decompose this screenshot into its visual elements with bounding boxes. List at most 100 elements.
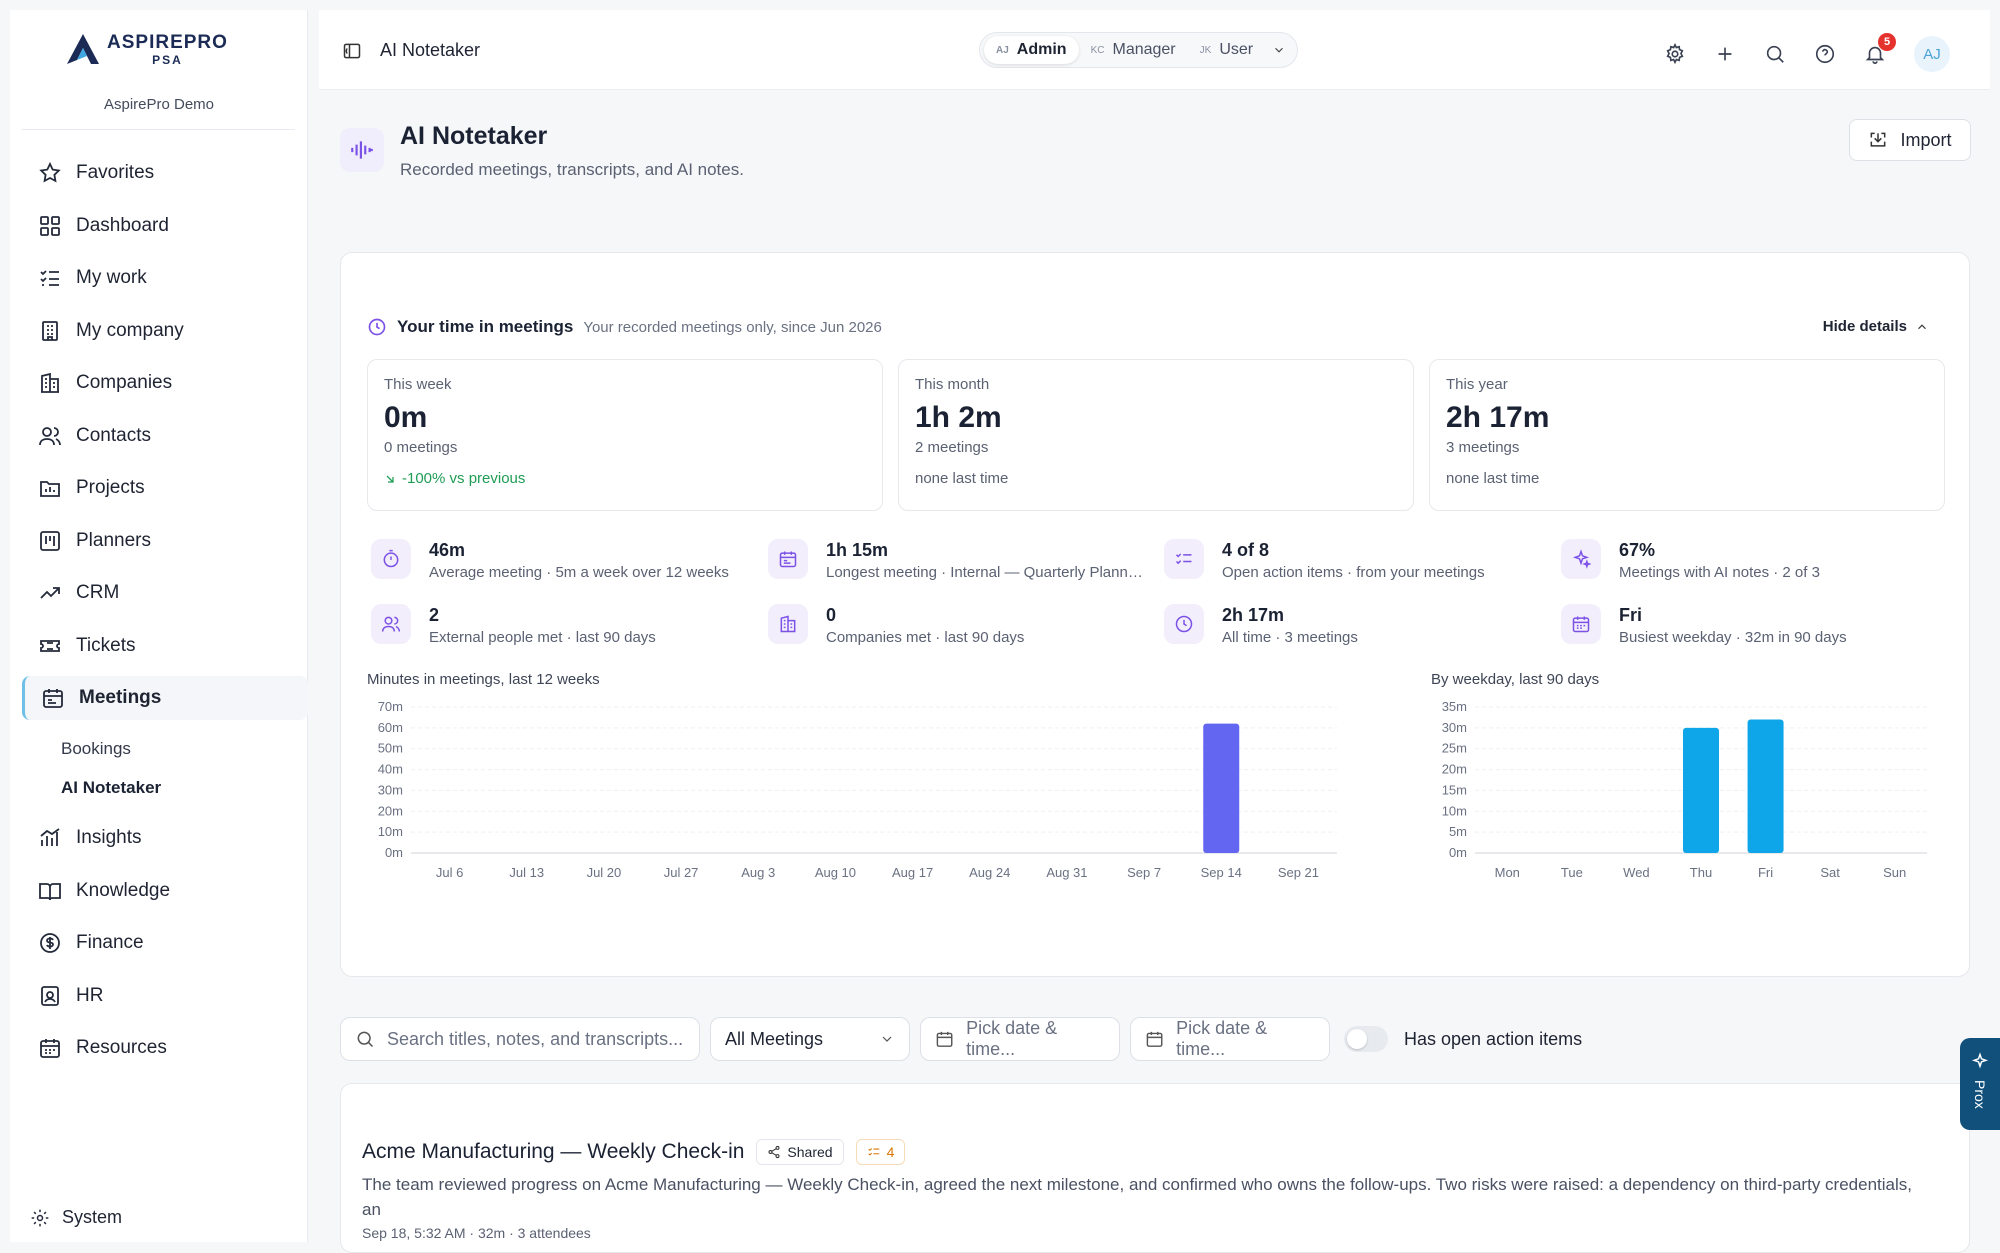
sparkle-icon (1572, 549, 1591, 569)
open-items-toggle[interactable] (1344, 1026, 1388, 1052)
building-icon (42, 321, 58, 341)
sidebar-item-companies[interactable]: Companies (22, 361, 308, 405)
org-name[interactable]: AspirePro Demo (103, 96, 215, 113)
bar (1203, 723, 1240, 853)
sidebar-item-contacts[interactable]: Contacts (22, 414, 308, 458)
header-title: AI Notetaker (380, 40, 481, 60)
sidebar-item-favorites[interactable]: Favorites (22, 151, 308, 195)
hide-details-button[interactable]: Hide details (1823, 318, 1929, 335)
metric-busiest-weekday: Fri Busiest weekday · 32m in 90 days (1561, 604, 1847, 646)
sidebar-item-tickets[interactable]: Tickets (22, 624, 308, 668)
meeting-meta: Sep 18, 5:32 AM · 32m · 3 attendees (362, 1225, 591, 1241)
y-tick-label: 20m (1442, 762, 1467, 777)
timer-icon (383, 549, 399, 568)
role-label: User (1219, 41, 1254, 58)
meeting-title[interactable]: Acme Manufacturing — Weekly Check-in (362, 1140, 745, 1163)
import-icon (1871, 132, 1886, 147)
top-header: AI Notetaker AJ Admin KC Manager JK User 5 … (319, 10, 1990, 90)
y-tick-label: 10m (378, 824, 403, 839)
sidebar-item-system[interactable]: System (30, 1207, 122, 1228)
logo[interactable]: ASPIREPRO PSA (65, 32, 228, 66)
chevron-down-icon (1275, 47, 1284, 53)
bell-icon (1865, 46, 1885, 64)
x-tick-label: Aug 3 (741, 865, 775, 880)
metric-all-time: 2h 17m All time · 3 meetings (1164, 604, 1358, 646)
sidebar-item-my-work[interactable]: My work (22, 256, 308, 300)
stat-card-this-month: This month 1h 2m 2 meetings none last ti… (898, 359, 1414, 511)
sidebar-item-label: Meetings (79, 687, 162, 708)
prox-label: Prox (1972, 1080, 1988, 1109)
meeting-type-value: All Meetings (725, 1028, 824, 1049)
search-button[interactable] (1764, 43, 1786, 65)
sidebar-subitem-bookings[interactable]: Bookings (61, 739, 131, 758)
sidebar-item-label: Insights (76, 827, 142, 848)
date-to-picker[interactable]: Pick date & time... (1130, 1017, 1330, 1061)
meeting-type-select[interactable]: All Meetings (710, 1017, 910, 1061)
sidebar-item-label: Tickets (76, 635, 136, 656)
bar (1747, 719, 1784, 853)
notifications-button[interactable]: 5 (1864, 33, 1896, 65)
sidebar-item-resources[interactable]: Resources (22, 1026, 308, 1070)
stat-label: This week (384, 376, 452, 393)
role-label: Manager (1112, 41, 1176, 58)
date-from-picker[interactable]: Pick date & time... (920, 1017, 1120, 1061)
sidebar-item-hr[interactable]: HR (22, 974, 308, 1018)
sidebar-item-label: HR (76, 985, 104, 1006)
metric-value: 4 of 8 (1222, 540, 1270, 560)
role-admin[interactable]: AJ Admin (984, 36, 1079, 64)
time-in-meetings-panel: Your time in meetings Your recorded meet… (340, 252, 1970, 977)
sidebar-item-meetings[interactable]: Meetings (22, 676, 308, 720)
sidebar-item-crm[interactable]: CRM (22, 571, 308, 615)
sidebar-subitem-ai-notetaker[interactable]: AI Notetaker (61, 778, 162, 797)
sidebar-item-insights[interactable]: Insights (22, 816, 308, 860)
settings-button[interactable] (1664, 43, 1686, 65)
bar (1683, 727, 1719, 853)
sidebar-item-my-company[interactable]: My company (22, 309, 308, 353)
checklist-icon (40, 270, 59, 286)
import-button[interactable]: Import (1849, 119, 1971, 161)
divider (22, 129, 295, 130)
y-tick-label: 15m (1442, 782, 1467, 797)
sidebar-item-finance[interactable]: Finance (22, 921, 308, 965)
y-tick-label: 40m (378, 762, 403, 777)
chart-title-weekday: By weekday, last 90 days (1431, 671, 1600, 688)
sparkle-icon (1971, 1052, 1989, 1069)
chevron-down-icon (882, 1036, 892, 1042)
role-manager[interactable]: KC Manager (1079, 36, 1188, 64)
metric-longest-meeting: 1h 15m Longest meeting · Internal — Quart… (768, 539, 1144, 581)
sidebar-item-projects[interactable]: Projects (22, 466, 308, 510)
y-tick-label: 60m (378, 720, 403, 735)
x-tick-label: Aug 31 (1046, 865, 1087, 880)
page-subtitle: Recorded meetings, transcripts, and AI n… (400, 160, 744, 179)
avatar[interactable]: AJ (1914, 36, 1950, 72)
sidebar-item-knowledge[interactable]: Knowledge (22, 869, 308, 913)
x-tick-label: Sat (1820, 865, 1840, 880)
sidebar-item-label: Favorites (76, 162, 155, 183)
y-tick-label: 30m (378, 782, 403, 797)
help-button[interactable] (1814, 43, 1836, 65)
search-icon (1766, 45, 1784, 63)
prox-assistant-tab[interactable]: Prox (1960, 1038, 2000, 1130)
role-user[interactable]: JK User (1188, 36, 1265, 64)
sidebar-item-label: Dashboard (76, 215, 169, 236)
stat-value: 0m (384, 401, 428, 434)
x-tick-label: Aug 17 (892, 865, 933, 880)
open-items-label: Has open action items (1404, 1028, 1583, 1049)
role-dropdown[interactable] (1265, 43, 1293, 57)
sidebar-item-label: Contacts (76, 425, 151, 446)
sidebar-item-planners[interactable]: Planners (22, 519, 308, 563)
meeting-list: Acme Manufacturing — Weekly Check-in Sha… (340, 1083, 1970, 1253)
meeting-summary: The team reviewed progress on Acme Manuf… (362, 1175, 1912, 1219)
add-button[interactable] (1714, 43, 1736, 65)
x-tick-label: Mon (1495, 865, 1520, 880)
y-tick-label: 30m (1442, 720, 1467, 735)
clock-icon (368, 318, 386, 336)
meeting-item[interactable]: Acme Manufacturing — Weekly Check-in Sha… (362, 1139, 906, 1165)
sidebar-item-dashboard[interactable]: Dashboard (22, 204, 308, 248)
search-input[interactable]: Search titles, notes, and transcripts... (340, 1017, 700, 1061)
metric-external-people: 2 External people met · last 90 days (371, 604, 656, 646)
sidebar-toggle-icon[interactable] (342, 41, 362, 61)
x-tick-label: Wed (1623, 865, 1650, 880)
x-tick-label: Aug 24 (969, 865, 1010, 880)
action-items-badge: 4 (855, 1139, 906, 1165)
